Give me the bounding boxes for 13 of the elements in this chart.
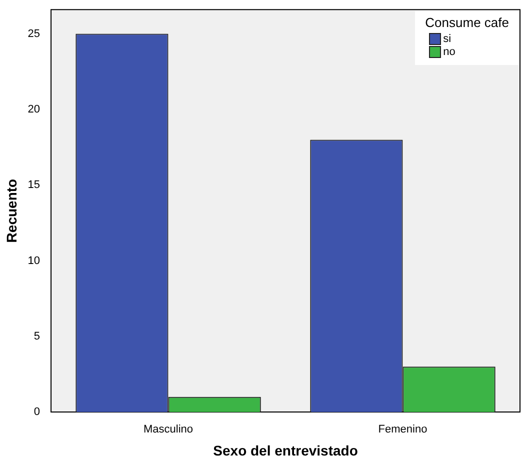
x-axis-title: Sexo del entrevistado bbox=[213, 442, 358, 458]
y-tick-label: 5 bbox=[34, 330, 40, 342]
y-tick-label: 15 bbox=[28, 179, 40, 192]
y-axis-title: Recuento bbox=[3, 178, 20, 243]
y-tick-label: 10 bbox=[28, 254, 40, 267]
x-tick-label: Masculino bbox=[144, 424, 194, 436]
legend-label: no bbox=[443, 46, 456, 58]
y-tick-label: 20 bbox=[28, 103, 40, 116]
y-tick-label: 0 bbox=[34, 406, 40, 418]
legend-title: Consume cafe bbox=[425, 14, 509, 30]
y-tick-label: 25 bbox=[28, 28, 40, 40]
x-tick-label: Femenino bbox=[378, 424, 428, 436]
legend-label: si bbox=[443, 33, 452, 46]
